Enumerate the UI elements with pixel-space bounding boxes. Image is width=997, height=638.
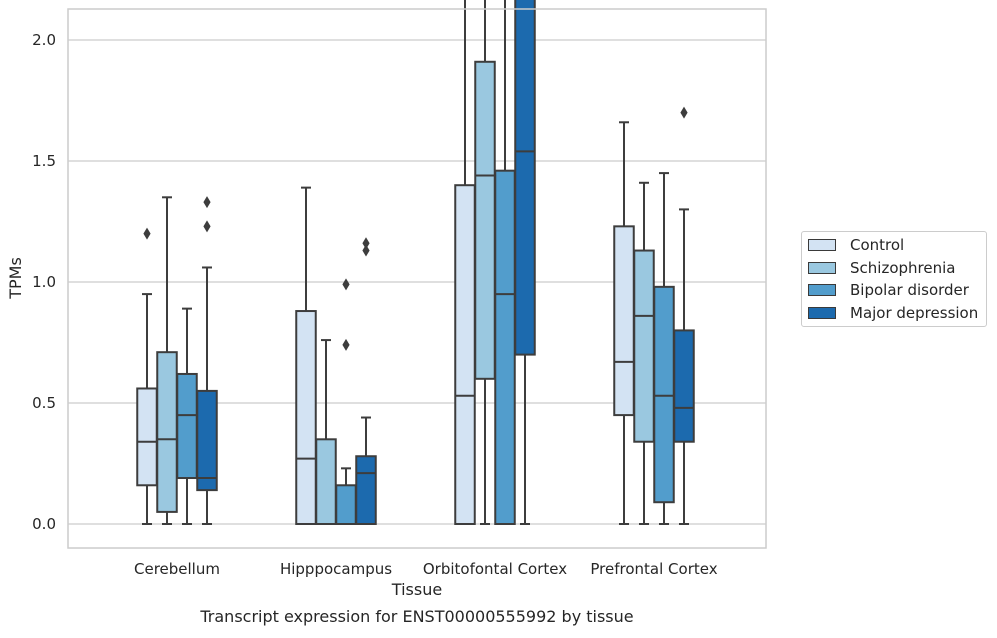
box-0-1 [156, 196, 178, 525]
box-iqr [196, 389, 218, 492]
y-tick-label: 0.0 [32, 515, 56, 533]
box-iqr [315, 438, 337, 525]
legend-label: Control [850, 236, 905, 254]
x-tick-label: Cerebellum [134, 560, 220, 578]
box-iqr [514, 0, 536, 356]
legend: Control Schizophrenia Bipolar disorder Majo… [801, 231, 987, 327]
y-tick-label: 0.5 [32, 394, 56, 412]
y-axis-label: TPMs [6, 257, 25, 300]
legend-item: Control [808, 235, 904, 255]
box-0-3 [196, 196, 218, 525]
legend-item: Major depression [808, 303, 978, 323]
box-1-3 [355, 237, 377, 525]
legend-swatch [808, 239, 836, 251]
box-iqr [335, 484, 357, 525]
box-1-0 [295, 186, 317, 526]
legend-item: Bipolar disorder [808, 280, 969, 300]
y-tick-label: 1.0 [32, 273, 56, 291]
outlier-point [342, 278, 350, 291]
box-iqr [653, 285, 675, 504]
x-tick-label: Prefrontal Cortex [590, 560, 717, 578]
y-tick-label: 2.0 [32, 31, 56, 49]
x-axis-label: Tissue [391, 580, 442, 599]
box-3-3 [673, 106, 695, 525]
box-iqr [355, 455, 377, 525]
x-tick-label: Hipppocampus [280, 560, 392, 578]
outlier-point [680, 106, 688, 119]
legend-item: Schizophrenia [808, 258, 955, 278]
box-iqr [633, 249, 655, 443]
box-iqr [295, 310, 317, 526]
outlier-point [362, 237, 370, 250]
legend-swatch [808, 261, 836, 274]
box-2-3 [514, 0, 536, 525]
outlier-point [143, 227, 151, 240]
legend-label: Schizophrenia [850, 258, 956, 277]
legend-swatch [808, 306, 836, 319]
box-1-2 [335, 278, 357, 525]
box-0-0 [136, 227, 158, 525]
x-tick-label: Orbitofontal Cortex [423, 560, 567, 578]
plot-frame [67, 8, 767, 549]
legend-label: Bipolar disorder [850, 281, 969, 299]
box-3-0 [613, 121, 635, 525]
outlier-point [203, 220, 211, 233]
box-iqr [673, 329, 695, 443]
chart-title: Transcript expression for ENST0000055599… [199, 607, 633, 626]
box-iqr [176, 372, 198, 480]
outlier-point [342, 338, 350, 351]
box-iqr [136, 387, 158, 487]
box-iqr [454, 184, 476, 525]
outlier-point [203, 196, 211, 209]
legend-label: Major depression [850, 303, 979, 322]
outlier-point [362, 244, 370, 257]
box-iqr [613, 225, 635, 417]
box-iqr [494, 169, 516, 525]
legend-swatch [808, 284, 836, 296]
box-1-1 [315, 339, 337, 525]
box-iqr [474, 60, 496, 380]
box-iqr [156, 351, 178, 513]
y-tick-label: 1.5 [32, 152, 56, 170]
